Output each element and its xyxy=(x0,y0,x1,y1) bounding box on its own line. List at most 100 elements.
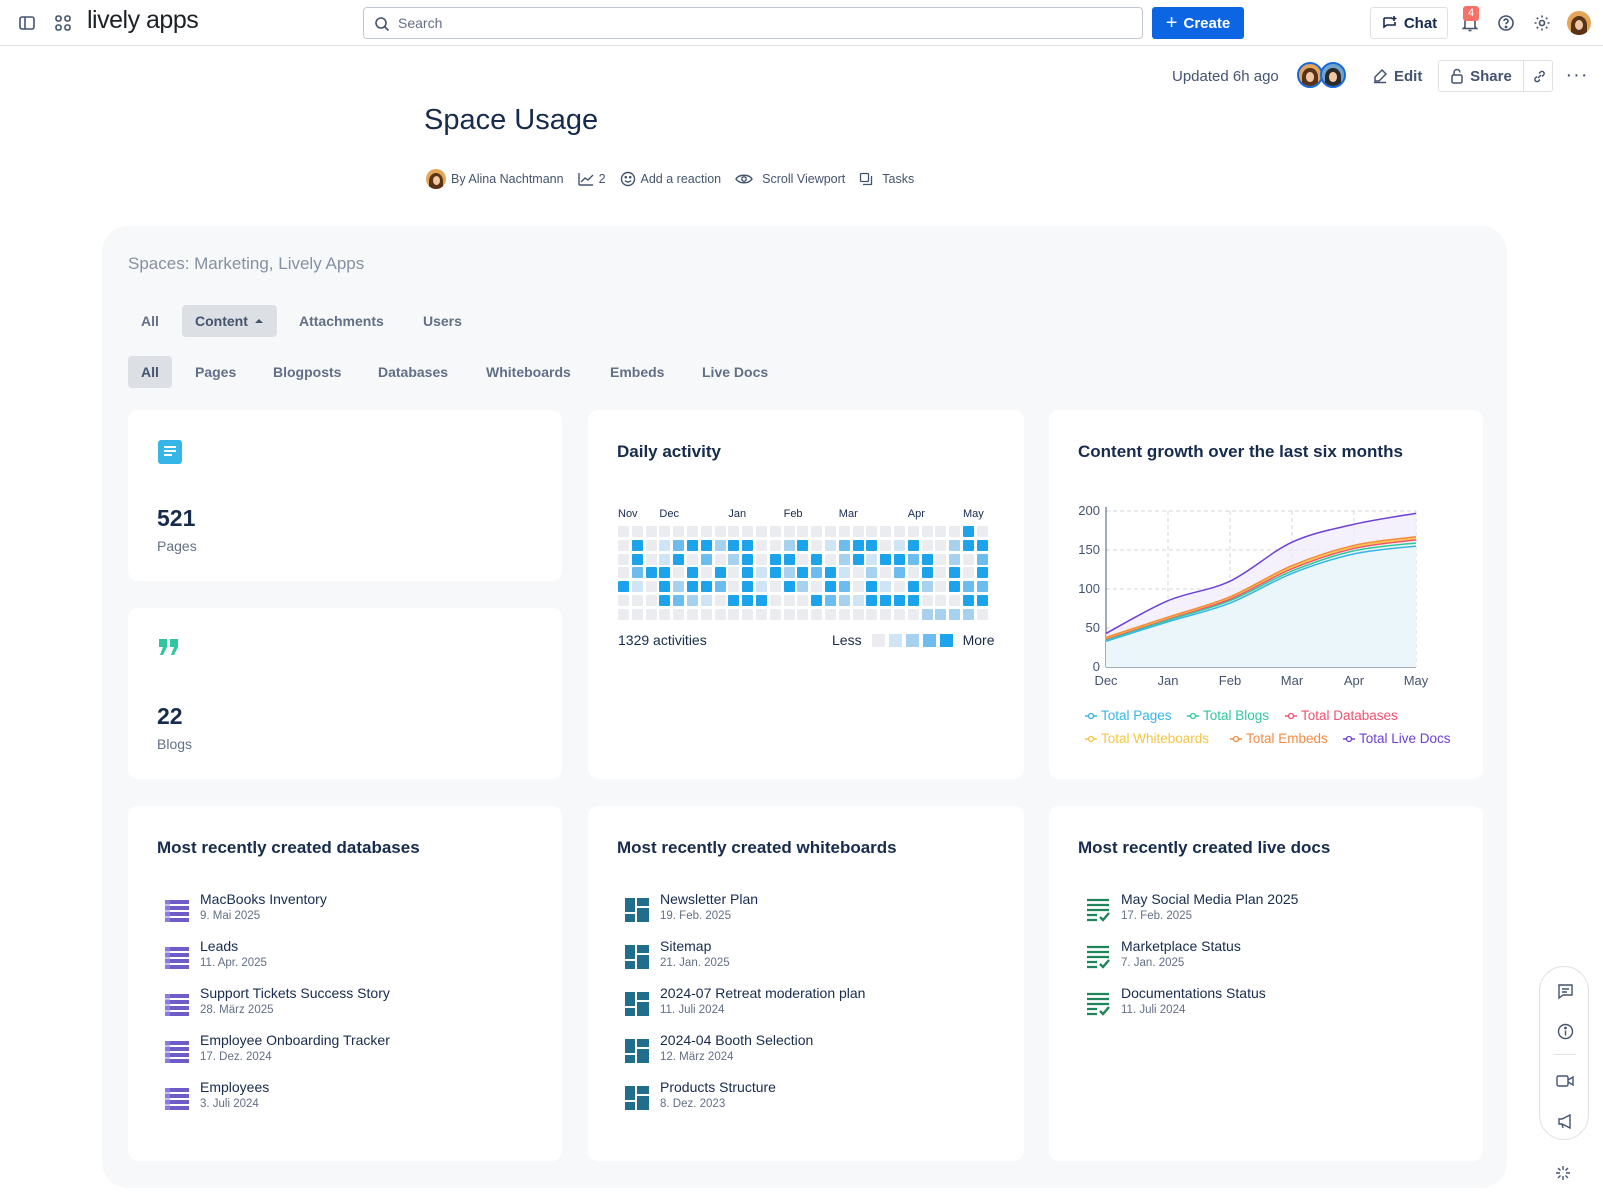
heatmap-day-cell[interactable] xyxy=(825,581,836,593)
heatmap-day-cell[interactable] xyxy=(907,567,919,579)
heatmap-day-cell[interactable] xyxy=(700,526,712,537)
heatmap-day-cell[interactable] xyxy=(618,595,629,606)
search-input[interactable]: Search xyxy=(363,7,1143,39)
heatmap-day-cell[interactable] xyxy=(963,567,974,579)
heatmap-day-cell[interactable] xyxy=(921,553,933,565)
heatmap-day-cell[interactable] xyxy=(769,539,781,551)
heatmap-day-cell[interactable] xyxy=(976,539,988,551)
heatmap-day-cell[interactable] xyxy=(825,595,836,606)
heatmap-day-cell[interactable] xyxy=(783,553,795,565)
list-item[interactable]: Support Tickets Success Story 28. März 20… xyxy=(164,985,390,1032)
heatmap-day-cell[interactable] xyxy=(687,526,698,537)
heatmap-day-cell[interactable] xyxy=(825,567,836,579)
heatmap-day-cell[interactable] xyxy=(673,539,685,551)
heatmap-day-cell[interactable] xyxy=(838,553,850,565)
heatmap-day-cell[interactable] xyxy=(866,539,878,551)
heatmap-day-cell[interactable] xyxy=(963,553,974,565)
heatmap-day-cell[interactable] xyxy=(618,581,629,593)
heatmap-day-cell[interactable] xyxy=(659,595,671,606)
heatmap-day-cell[interactable] xyxy=(852,581,864,593)
list-item[interactable]: Employee Onboarding Tracker 17. Dez. 2024 xyxy=(164,1032,390,1079)
heatmap-day-cell[interactable] xyxy=(894,595,905,606)
announcement-icon[interactable] xyxy=(1554,1110,1576,1132)
heatmap-day-cell[interactable] xyxy=(880,539,892,551)
comments-icon[interactable] xyxy=(1554,980,1576,1002)
copy-link-button[interactable] xyxy=(1525,61,1553,91)
heatmap-day-cell[interactable] xyxy=(631,567,643,579)
scroll-viewport[interactable]: Scroll Viewport xyxy=(735,172,845,186)
heatmap-day-cell[interactable] xyxy=(852,553,864,565)
more-actions-icon[interactable]: ··· xyxy=(1565,63,1589,86)
heatmap-day-cell[interactable] xyxy=(811,608,823,620)
heatmap-day-cell[interactable] xyxy=(687,567,698,579)
heatmap-day-cell[interactable] xyxy=(935,526,947,537)
heatmap-day-cell[interactable] xyxy=(783,539,795,551)
heatmap-day-cell[interactable] xyxy=(700,608,712,620)
heatmap-day-cell[interactable] xyxy=(673,526,685,537)
heatmap-day-cell[interactable] xyxy=(769,608,781,620)
heatmap-day-cell[interactable] xyxy=(811,526,823,537)
heatmap-day-cell[interactable] xyxy=(687,608,698,620)
heatmap-day-cell[interactable] xyxy=(921,595,933,606)
heatmap-day-cell[interactable] xyxy=(742,567,754,579)
heatmap-day-cell[interactable] xyxy=(797,595,809,606)
tab-attachments[interactable]: Attachments xyxy=(299,313,384,329)
help-icon[interactable] xyxy=(1495,12,1517,34)
heatmap-day-cell[interactable] xyxy=(935,553,947,565)
heatmap-day-cell[interactable] xyxy=(838,608,850,620)
heatmap-day-cell[interactable] xyxy=(714,526,726,537)
subtab-blogposts[interactable]: Blogposts xyxy=(273,364,342,380)
heatmap-day-cell[interactable] xyxy=(838,526,850,537)
heatmap-day-cell[interactable] xyxy=(811,567,823,579)
heatmap-day-cell[interactable] xyxy=(631,539,643,551)
list-item[interactable]: Sitemap 21. Jan. 2025 xyxy=(624,938,865,985)
heatmap-day-cell[interactable] xyxy=(880,526,892,537)
sidebar-toggle-icon[interactable] xyxy=(16,12,38,34)
heatmap-day-cell[interactable] xyxy=(963,595,974,606)
heatmap-day-cell[interactable] xyxy=(838,567,850,579)
list-item[interactable]: 2024-04 Booth Selection 12. März 2024 xyxy=(624,1032,865,1079)
heatmap-day-cell[interactable] xyxy=(756,608,767,620)
tasks[interactable]: Tasks xyxy=(859,172,914,186)
heatmap-day-cell[interactable] xyxy=(880,595,892,606)
heatmap-day-cell[interactable] xyxy=(728,539,740,551)
author[interactable]: By Alina Nachtmann xyxy=(426,169,564,189)
heatmap-day-cell[interactable] xyxy=(700,595,712,606)
subtab-pages[interactable]: Pages xyxy=(195,364,237,380)
heatmap-day-cell[interactable] xyxy=(880,608,892,620)
heatmap-day-cell[interactable] xyxy=(631,553,643,565)
heatmap-day-cell[interactable] xyxy=(935,539,947,551)
heatmap-day-cell[interactable] xyxy=(852,595,864,606)
heatmap-day-cell[interactable] xyxy=(976,553,988,565)
heatmap-day-cell[interactable] xyxy=(907,595,919,606)
heatmap-day-cell[interactable] xyxy=(742,526,754,537)
heatmap-day-cell[interactable] xyxy=(783,608,795,620)
heatmap-day-cell[interactable] xyxy=(894,608,905,620)
heatmap-day-cell[interactable] xyxy=(631,581,643,593)
heatmap-day-cell[interactable] xyxy=(687,595,698,606)
user-avatar[interactable] xyxy=(1567,11,1591,35)
heatmap-day-cell[interactable] xyxy=(742,581,754,593)
heatmap-day-cell[interactable] xyxy=(728,608,740,620)
heatmap-day-cell[interactable] xyxy=(673,567,685,579)
heatmap-day-cell[interactable] xyxy=(714,539,726,551)
heatmap-day-cell[interactable] xyxy=(769,567,781,579)
heatmap-day-cell[interactable] xyxy=(811,539,823,551)
heatmap-day-cell[interactable] xyxy=(963,581,974,593)
heatmap-day-cell[interactable] xyxy=(687,581,698,593)
subtab-whiteboards[interactable]: Whiteboards xyxy=(486,364,571,380)
heatmap-day-cell[interactable] xyxy=(645,539,657,551)
app-switcher-icon[interactable] xyxy=(52,12,74,34)
heatmap-day-cell[interactable] xyxy=(949,581,961,593)
add-reaction[interactable]: Add a reaction xyxy=(620,171,721,187)
heatmap-day-cell[interactable] xyxy=(880,553,892,565)
heatmap-day-cell[interactable] xyxy=(976,526,988,537)
heatmap-day-cell[interactable] xyxy=(866,608,878,620)
tab-content[interactable]: Content xyxy=(182,305,277,337)
analytics[interactable]: 2 xyxy=(577,172,606,186)
contributors-avatars[interactable] xyxy=(1297,62,1346,88)
list-item[interactable]: Products Structure 8. Dez. 2023 xyxy=(624,1079,865,1126)
heatmap-day-cell[interactable] xyxy=(714,553,726,565)
heatmap-day-cell[interactable] xyxy=(728,581,740,593)
heatmap-day-cell[interactable] xyxy=(852,526,864,537)
